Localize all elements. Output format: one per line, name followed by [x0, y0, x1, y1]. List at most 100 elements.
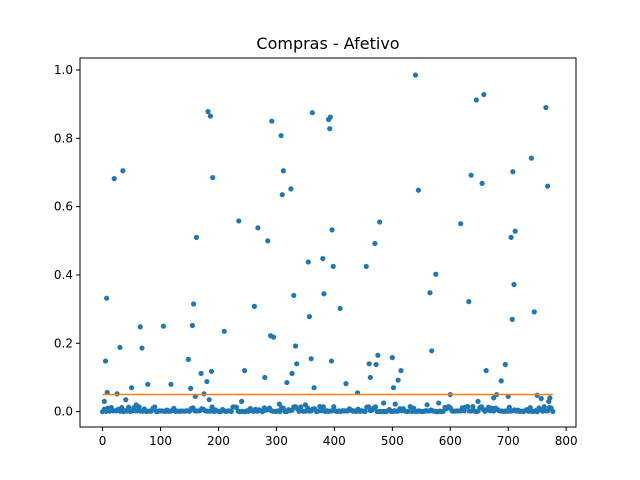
scatter-point — [429, 348, 435, 354]
scatter-point — [424, 402, 430, 408]
scatter-point — [292, 343, 299, 349]
scatter-point — [277, 408, 283, 415]
scatter-point — [470, 403, 476, 410]
scatter-point — [208, 368, 215, 374]
scatter-point — [395, 377, 401, 383]
scatter-point — [483, 368, 489, 374]
scatter-point — [306, 314, 313, 320]
scatter-point — [330, 263, 336, 270]
scatter-point — [298, 404, 304, 410]
scatter-point — [389, 355, 395, 361]
scatter-point — [512, 228, 518, 234]
scatter-point — [193, 234, 200, 240]
scatter-point — [280, 168, 286, 174]
scatter-point — [508, 234, 514, 240]
scatter-point — [198, 370, 204, 376]
scatter-point — [168, 381, 174, 387]
y-tick-label: 0.2 — [54, 336, 73, 350]
scatter-point — [436, 400, 442, 406]
scatter-point — [491, 395, 497, 401]
data-layer — [100, 72, 556, 415]
scatter-point — [262, 374, 268, 381]
scatter-point — [531, 309, 537, 315]
scatter-point — [221, 328, 227, 334]
scatter-point — [152, 404, 158, 410]
x-tick-label: 300 — [265, 434, 288, 448]
scatter-point — [255, 225, 261, 231]
scatter-point — [210, 174, 216, 181]
scatter-point — [160, 323, 167, 329]
x-tick-label: 100 — [149, 434, 172, 448]
scatter-point — [381, 400, 387, 406]
scatter-point — [475, 398, 481, 404]
scatter-point — [311, 385, 317, 391]
scatter-point — [207, 113, 213, 119]
scatter-point — [117, 344, 123, 350]
scatter-point — [111, 176, 117, 182]
x-tick-label: 600 — [439, 434, 462, 448]
scatter-point — [145, 381, 151, 387]
scatter-point — [320, 255, 326, 262]
scatter-point — [278, 132, 284, 139]
y-tick-label: 0.4 — [54, 268, 73, 282]
scatter-point — [279, 192, 285, 198]
scatter-point — [269, 118, 275, 124]
scatter-point — [362, 408, 368, 415]
scatter-point — [284, 379, 290, 386]
scatter-point — [123, 397, 129, 403]
scatter-point — [128, 385, 135, 391]
scatter-point — [308, 356, 314, 362]
scatter-point — [473, 97, 479, 103]
scatter-point — [288, 186, 294, 192]
scatter-point — [239, 398, 245, 404]
scatter-point — [133, 402, 139, 408]
scatter-point — [375, 352, 381, 358]
scatter-point — [276, 401, 282, 407]
scatter-point — [102, 358, 109, 364]
x-tick-label: 200 — [207, 434, 230, 448]
scatter-point — [366, 361, 372, 367]
scatter-point — [241, 368, 248, 374]
scatter-point — [126, 404, 132, 410]
y-tick-label: 0.6 — [54, 200, 73, 214]
scatter-point — [189, 322, 196, 329]
scatter-point — [337, 305, 343, 312]
scatter-point — [390, 385, 397, 391]
scatter-point — [190, 301, 197, 307]
scatter-point — [498, 378, 504, 384]
scatter-point — [251, 303, 258, 309]
plot-frame — [79, 57, 577, 428]
scatter-point — [228, 408, 234, 415]
scatter-point — [392, 401, 398, 407]
scatter-point — [511, 281, 517, 288]
x-axis: 0 100 200 300 400 500 600 700 800 — [99, 427, 578, 448]
scatter-point — [291, 292, 297, 299]
scatter-point — [372, 404, 379, 410]
scatter-point — [120, 168, 126, 174]
scatter-point — [294, 361, 300, 367]
x-tick-label: 800 — [555, 434, 578, 448]
x-tick-label: 500 — [381, 434, 404, 448]
scatter-point — [398, 368, 404, 374]
scatter-point — [331, 404, 337, 410]
scatter-point — [373, 361, 379, 368]
scatter-point — [209, 404, 215, 410]
scatter-point — [137, 324, 143, 330]
scatter-point — [502, 361, 508, 368]
scatter-point — [427, 290, 433, 296]
scatter-point — [343, 381, 349, 387]
scatter-point — [327, 114, 333, 120]
y-axis: 0.0 0.2 0.4 0.6 0.8 1.0 — [54, 63, 80, 419]
scatter-point — [101, 398, 107, 404]
scatter-point — [363, 263, 369, 270]
scatter-point — [139, 345, 145, 351]
scatter-point — [289, 370, 295, 376]
scatter-point — [506, 404, 512, 410]
scatter-point — [538, 396, 544, 402]
scatter-point — [541, 404, 547, 410]
scatter-point — [466, 299, 472, 305]
scatter-point — [550, 408, 556, 415]
scatter-point — [265, 238, 271, 244]
scatter-point — [204, 378, 210, 385]
